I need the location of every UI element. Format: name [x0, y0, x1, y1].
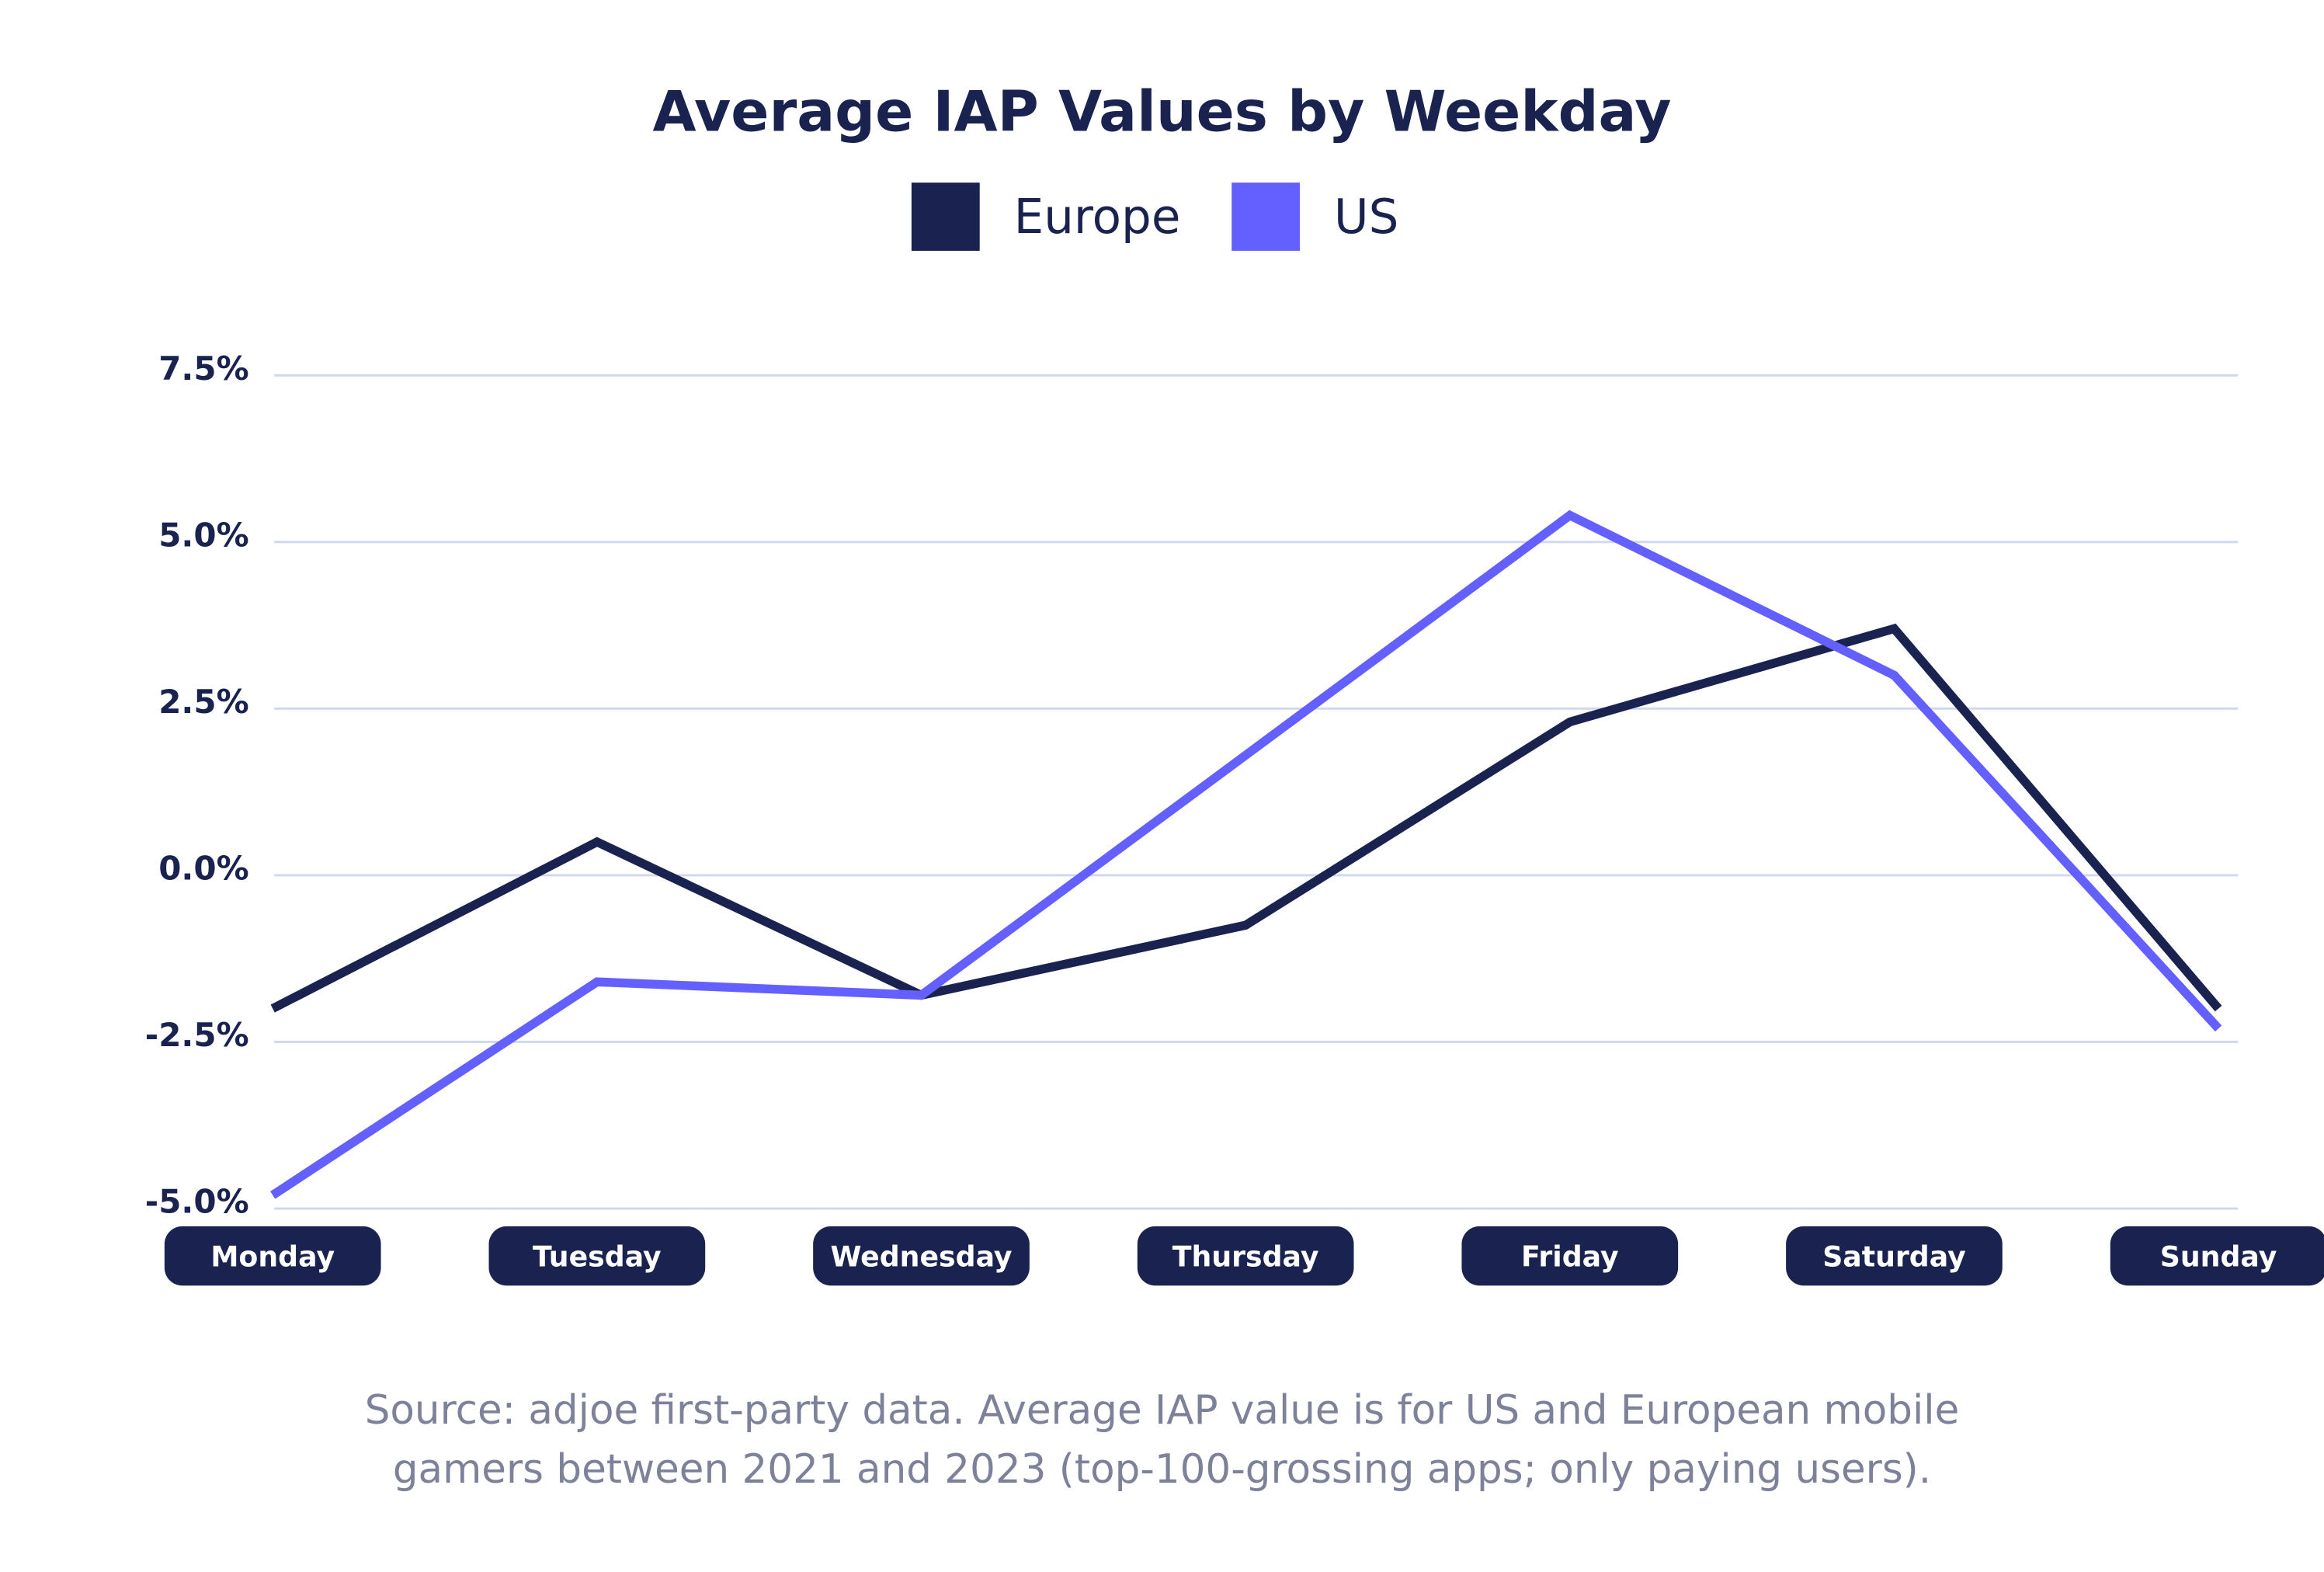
- source-note-line-2: gamers between 2021 and 2023 (top-100-gr…: [393, 1446, 1931, 1493]
- x-tick-pill: Wednesday: [813, 1226, 1030, 1286]
- x-tick-pill: Sunday: [2110, 1226, 2324, 1286]
- x-tick-label: Saturday: [1822, 1240, 1966, 1273]
- x-tick-pill-background: [1137, 1226, 1354, 1286]
- legend-swatch-us: [1231, 183, 1301, 251]
- legend-swatch-europe: [911, 183, 980, 251]
- x-tick-pill-background: [1461, 1226, 1679, 1286]
- y-axis-ticks: 7.5% 5.0% 2.5% 0.0% -2.5% -5.0%: [145, 350, 249, 1221]
- series-line-europe: [270, 623, 2222, 1013]
- x-tick-pill-background: [488, 1226, 706, 1286]
- x-tick-label: Thursday: [1172, 1240, 1319, 1273]
- x-tick-pill: Friday: [1461, 1226, 1679, 1286]
- y-tick-label: 2.5%: [158, 683, 248, 721]
- gridlines: [274, 374, 2239, 1210]
- x-tick-label: Tuesday: [533, 1240, 662, 1273]
- legend-label-us: US: [1334, 190, 1398, 245]
- series-lines: [270, 510, 2222, 1199]
- y-tick-label: -2.5%: [145, 1016, 249, 1054]
- x-tick-label: Sunday: [2160, 1240, 2277, 1273]
- x-tick-pill-background: [164, 1226, 381, 1286]
- y-tick-label: -5.0%: [145, 1183, 249, 1221]
- y-tick-label: 0.0%: [158, 850, 248, 888]
- x-tick-pill-background: [813, 1226, 1030, 1286]
- x-tick-pill: Thursday: [1137, 1226, 1354, 1286]
- y-tick-label: 5.0%: [158, 516, 248, 555]
- y-tick-label: 7.5%: [158, 350, 248, 388]
- x-tick-pill-background: [1786, 1226, 2003, 1286]
- legend-label-europe: Europe: [1014, 190, 1181, 245]
- x-tick-pill: Monday: [164, 1226, 381, 1286]
- x-tick-label: Friday: [1521, 1240, 1619, 1273]
- x-tick-label: Monday: [210, 1240, 335, 1273]
- legend: Europe US: [911, 183, 1398, 251]
- x-tick-label: Wednesday: [830, 1240, 1012, 1273]
- source-note-line-1: Source: adjoe first-party data. Average …: [365, 1387, 1960, 1434]
- chart-title: Average IAP Values by Weekday: [653, 79, 1672, 144]
- x-tick-pill: Saturday: [1786, 1226, 2003, 1286]
- x-axis-ticks: Monday Tuesday Wednesday Thursday Friday Satu…: [164, 1226, 2324, 1286]
- x-tick-pill-background: [2110, 1226, 2324, 1286]
- x-tick-pill: Tuesday: [488, 1226, 706, 1286]
